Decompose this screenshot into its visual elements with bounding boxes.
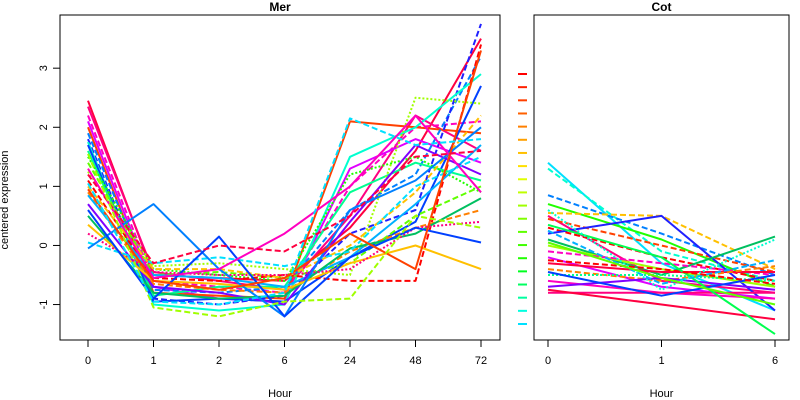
panel-title: Mer (269, 0, 291, 14)
series-line-23 (87, 209, 482, 318)
x-axis-label: Hour (650, 388, 674, 400)
series-line-12 (87, 96, 482, 276)
x-tick-label: 1 (150, 355, 156, 367)
series-line-16 (87, 144, 482, 288)
x-tick-label: 6 (281, 355, 287, 367)
series-line-4 (547, 212, 776, 271)
panels-group: Mer 0 1 2 6 24 48 72 Hour -1 0 1 2 3 Cot 0 1 6 Hour (38, 0, 790, 400)
series-line-25 (87, 50, 482, 291)
series-line-24 (87, 114, 482, 279)
x-tick-label: 0 (85, 355, 91, 367)
panel-title: Cot (652, 0, 672, 14)
x-tick-label: 48 (409, 355, 421, 367)
x-axis-label: Hour (268, 388, 292, 400)
x-tick-label: 2 (216, 355, 222, 367)
x-tick-label: 72 (475, 355, 487, 367)
series-line-18 (87, 197, 482, 300)
y-tick-label: 3 (38, 65, 50, 71)
series-line-27 (87, 153, 482, 318)
x-tick-label: 0 (545, 355, 551, 367)
y-tick-label: 0 (38, 242, 50, 248)
series-line-21 (547, 229, 776, 285)
series-line-19 (547, 288, 776, 321)
series-line-25 (547, 241, 776, 306)
series-line-14 (547, 265, 776, 282)
panel-0: Mer 0 1 2 6 24 48 72 Hour -1 0 1 2 3 (38, 0, 501, 400)
panel-1: Cot 0 1 6 Hour (533, 0, 790, 400)
y-axis-label: centered expression (0, 150, 11, 249)
y-tick-label: 2 (38, 124, 50, 130)
x-tick-label: 1 (658, 355, 664, 367)
series-line-26 (87, 149, 482, 265)
series-line-10 (87, 155, 482, 282)
series-line-24 (547, 259, 776, 285)
x-tick-label: 6 (772, 355, 778, 367)
series-line-22 (547, 209, 776, 291)
y-tick-label: 1 (38, 183, 50, 189)
panel-frame (59, 14, 501, 341)
series-line-28 (87, 117, 482, 306)
color-legend (518, 73, 527, 325)
y-tick-label: -1 (38, 300, 50, 310)
series-line-2 (547, 194, 776, 276)
series-line-23 (547, 271, 776, 297)
x-tick-label: 24 (344, 355, 356, 367)
